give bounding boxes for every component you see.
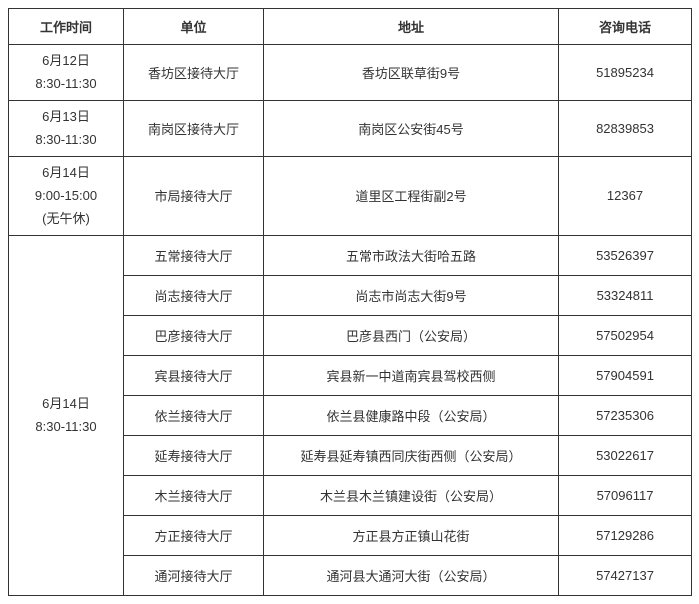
cell-address: 通河县大通河大街（公安局） bbox=[264, 555, 559, 595]
cell-unit: 方正接待大厅 bbox=[124, 515, 264, 555]
cell-unit: 延寿接待大厅 bbox=[124, 435, 264, 475]
table-row: 6月14日 9:00-15:00 (无午休) 市局接待大厅 道里区工程街副2号 … bbox=[9, 156, 692, 235]
time-line: 9:00-15:00 bbox=[15, 184, 117, 207]
cell-unit: 依兰接待大厅 bbox=[124, 395, 264, 435]
cell-address: 方正县方正镇山花街 bbox=[264, 515, 559, 555]
cell-unit: 市局接待大厅 bbox=[124, 156, 264, 235]
header-address: 地址 bbox=[264, 9, 559, 45]
time-line: 6月12日 bbox=[15, 49, 117, 72]
time-line: 8:30-11:30 bbox=[15, 415, 117, 438]
cell-time-grouped: 6月14日 8:30-11:30 bbox=[9, 235, 124, 595]
cell-phone: 51895234 bbox=[559, 45, 692, 101]
cell-phone: 57096117 bbox=[559, 475, 692, 515]
schedule-table: 工作时间 单位 地址 咨询电话 6月12日 8:30-11:30 香坊区接待大厅… bbox=[8, 8, 692, 596]
cell-phone: 57235306 bbox=[559, 395, 692, 435]
table-row: 6月13日 8:30-11:30 南岗区接待大厅 南岗区公安街45号 82839… bbox=[9, 100, 692, 156]
time-line: (无午休) bbox=[15, 207, 117, 230]
header-unit: 单位 bbox=[124, 9, 264, 45]
cell-phone: 82839853 bbox=[559, 100, 692, 156]
time-line: 6月13日 bbox=[15, 105, 117, 128]
cell-address: 巴彦县西门（公安局） bbox=[264, 315, 559, 355]
cell-address: 道里区工程街副2号 bbox=[264, 156, 559, 235]
cell-phone: 12367 bbox=[559, 156, 692, 235]
cell-unit: 宾县接待大厅 bbox=[124, 355, 264, 395]
cell-phone: 57502954 bbox=[559, 315, 692, 355]
cell-phone: 57129286 bbox=[559, 515, 692, 555]
header-phone: 咨询电话 bbox=[559, 9, 692, 45]
time-line: 6月14日 bbox=[15, 161, 117, 184]
time-line: 8:30-11:30 bbox=[15, 128, 117, 151]
cell-address: 延寿县延寿镇西同庆街西侧（公安局） bbox=[264, 435, 559, 475]
cell-phone: 53526397 bbox=[559, 235, 692, 275]
cell-address: 香坊区联草街9号 bbox=[264, 45, 559, 101]
table-row: 6月14日 8:30-11:30 五常接待大厅 五常市政法大街哈五路 53526… bbox=[9, 235, 692, 275]
cell-time: 6月13日 8:30-11:30 bbox=[9, 100, 124, 156]
cell-unit: 尚志接待大厅 bbox=[124, 275, 264, 315]
header-time: 工作时间 bbox=[9, 9, 124, 45]
cell-unit: 南岗区接待大厅 bbox=[124, 100, 264, 156]
cell-address: 木兰县木兰镇建设街（公安局） bbox=[264, 475, 559, 515]
cell-unit: 香坊区接待大厅 bbox=[124, 45, 264, 101]
cell-unit: 巴彦接待大厅 bbox=[124, 315, 264, 355]
table-row: 6月12日 8:30-11:30 香坊区接待大厅 香坊区联草街9号 518952… bbox=[9, 45, 692, 101]
cell-unit: 通河接待大厅 bbox=[124, 555, 264, 595]
cell-unit: 五常接待大厅 bbox=[124, 235, 264, 275]
cell-time: 6月14日 9:00-15:00 (无午休) bbox=[9, 156, 124, 235]
cell-phone: 53022617 bbox=[559, 435, 692, 475]
time-line: 8:30-11:30 bbox=[15, 72, 117, 95]
cell-phone: 57427137 bbox=[559, 555, 692, 595]
cell-address: 依兰县健康路中段（公安局） bbox=[264, 395, 559, 435]
time-line: 6月14日 bbox=[15, 392, 117, 415]
cell-time: 6月12日 8:30-11:30 bbox=[9, 45, 124, 101]
cell-phone: 57904591 bbox=[559, 355, 692, 395]
cell-address: 宾县新一中道南宾县驾校西侧 bbox=[264, 355, 559, 395]
cell-address: 南岗区公安街45号 bbox=[264, 100, 559, 156]
table-header-row: 工作时间 单位 地址 咨询电话 bbox=[9, 9, 692, 45]
cell-phone: 53324811 bbox=[559, 275, 692, 315]
cell-address: 尚志市尚志大街9号 bbox=[264, 275, 559, 315]
cell-address: 五常市政法大街哈五路 bbox=[264, 235, 559, 275]
cell-unit: 木兰接待大厅 bbox=[124, 475, 264, 515]
